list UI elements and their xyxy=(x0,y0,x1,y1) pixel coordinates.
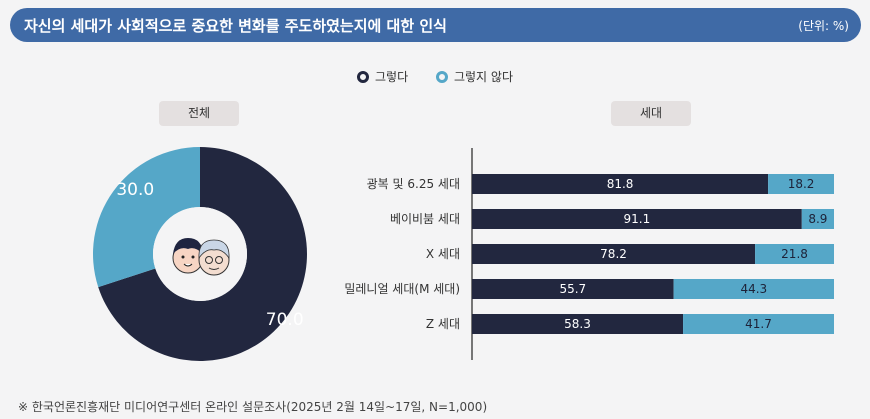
donut-data-label: 30.0 xyxy=(116,180,154,200)
title-bar: 자신의 세대가 사회적으로 중요한 변화를 주도하였는지에 대한 인식 (단위:… xyxy=(10,8,861,42)
legend-item-no: 그렇지 않다 xyxy=(435,68,513,85)
donut-slice xyxy=(98,147,307,361)
legend-marker xyxy=(357,70,370,83)
chart-title: 자신의 세대가 사회적으로 중요한 변화를 주도하였는지에 대한 인식 xyxy=(24,17,447,35)
bar-data-label: 8.9 xyxy=(808,212,827,226)
donut-slice xyxy=(92,147,200,288)
bar-segment xyxy=(755,244,834,264)
bar-data-label: 21.8 xyxy=(781,247,808,261)
category-label: X 세대 xyxy=(426,247,460,261)
legend-label: 그렇지 않다 xyxy=(453,70,513,84)
bar-data-label: 58.3 xyxy=(564,317,591,331)
legend-label: 그렇다 xyxy=(375,70,409,84)
bar-segment xyxy=(673,279,834,299)
bar-segment xyxy=(472,314,684,334)
unit-label: (단위: %) xyxy=(798,19,849,33)
panel-tag-generation: 세대 xyxy=(611,101,691,126)
bar-data-label: 18.2 xyxy=(788,177,815,191)
bar-segment xyxy=(472,209,802,229)
bar-data-label: 81.8 xyxy=(607,177,634,191)
bar-segment xyxy=(683,314,834,334)
category-label: 베이비붐 세대 xyxy=(390,212,460,226)
footnote: ※ 한국언론진흥재단 미디어연구센터 온라인 설문조사(2025년 2월 14일… xyxy=(18,400,488,414)
bar-segment xyxy=(472,244,756,264)
legend: 그렇다 그렇지 않다 xyxy=(0,68,870,86)
bar-chart: 광복 및 6.25 세대 81.8 18.2 베이비붐 세대 91.1 8.9 X 세대 78… xyxy=(344,148,834,360)
category-label: 광복 및 6.25 세대 xyxy=(367,177,460,191)
bar-data-label: 91.1 xyxy=(624,212,651,226)
bar-segment xyxy=(801,209,834,229)
bar-segment xyxy=(472,279,674,299)
bar-segment xyxy=(768,174,834,194)
bar-data-label: 55.7 xyxy=(559,282,586,296)
legend-item-yes: 그렇다 xyxy=(357,68,408,85)
bar-data-label: 44.3 xyxy=(740,282,767,296)
bar-data-label: 78.2 xyxy=(600,247,627,261)
bar-data-label: 41.7 xyxy=(745,317,772,331)
legend-marker xyxy=(435,70,448,83)
two-generations-faces-icon xyxy=(172,238,230,276)
bar-segment xyxy=(472,174,769,194)
category-label: 밀레니얼 세대(M 세대) xyxy=(344,282,460,296)
category-label: Z 세대 xyxy=(426,317,460,331)
panel-tag-total: 전체 xyxy=(159,101,239,126)
donut-data-label: 70.0 xyxy=(266,310,304,330)
